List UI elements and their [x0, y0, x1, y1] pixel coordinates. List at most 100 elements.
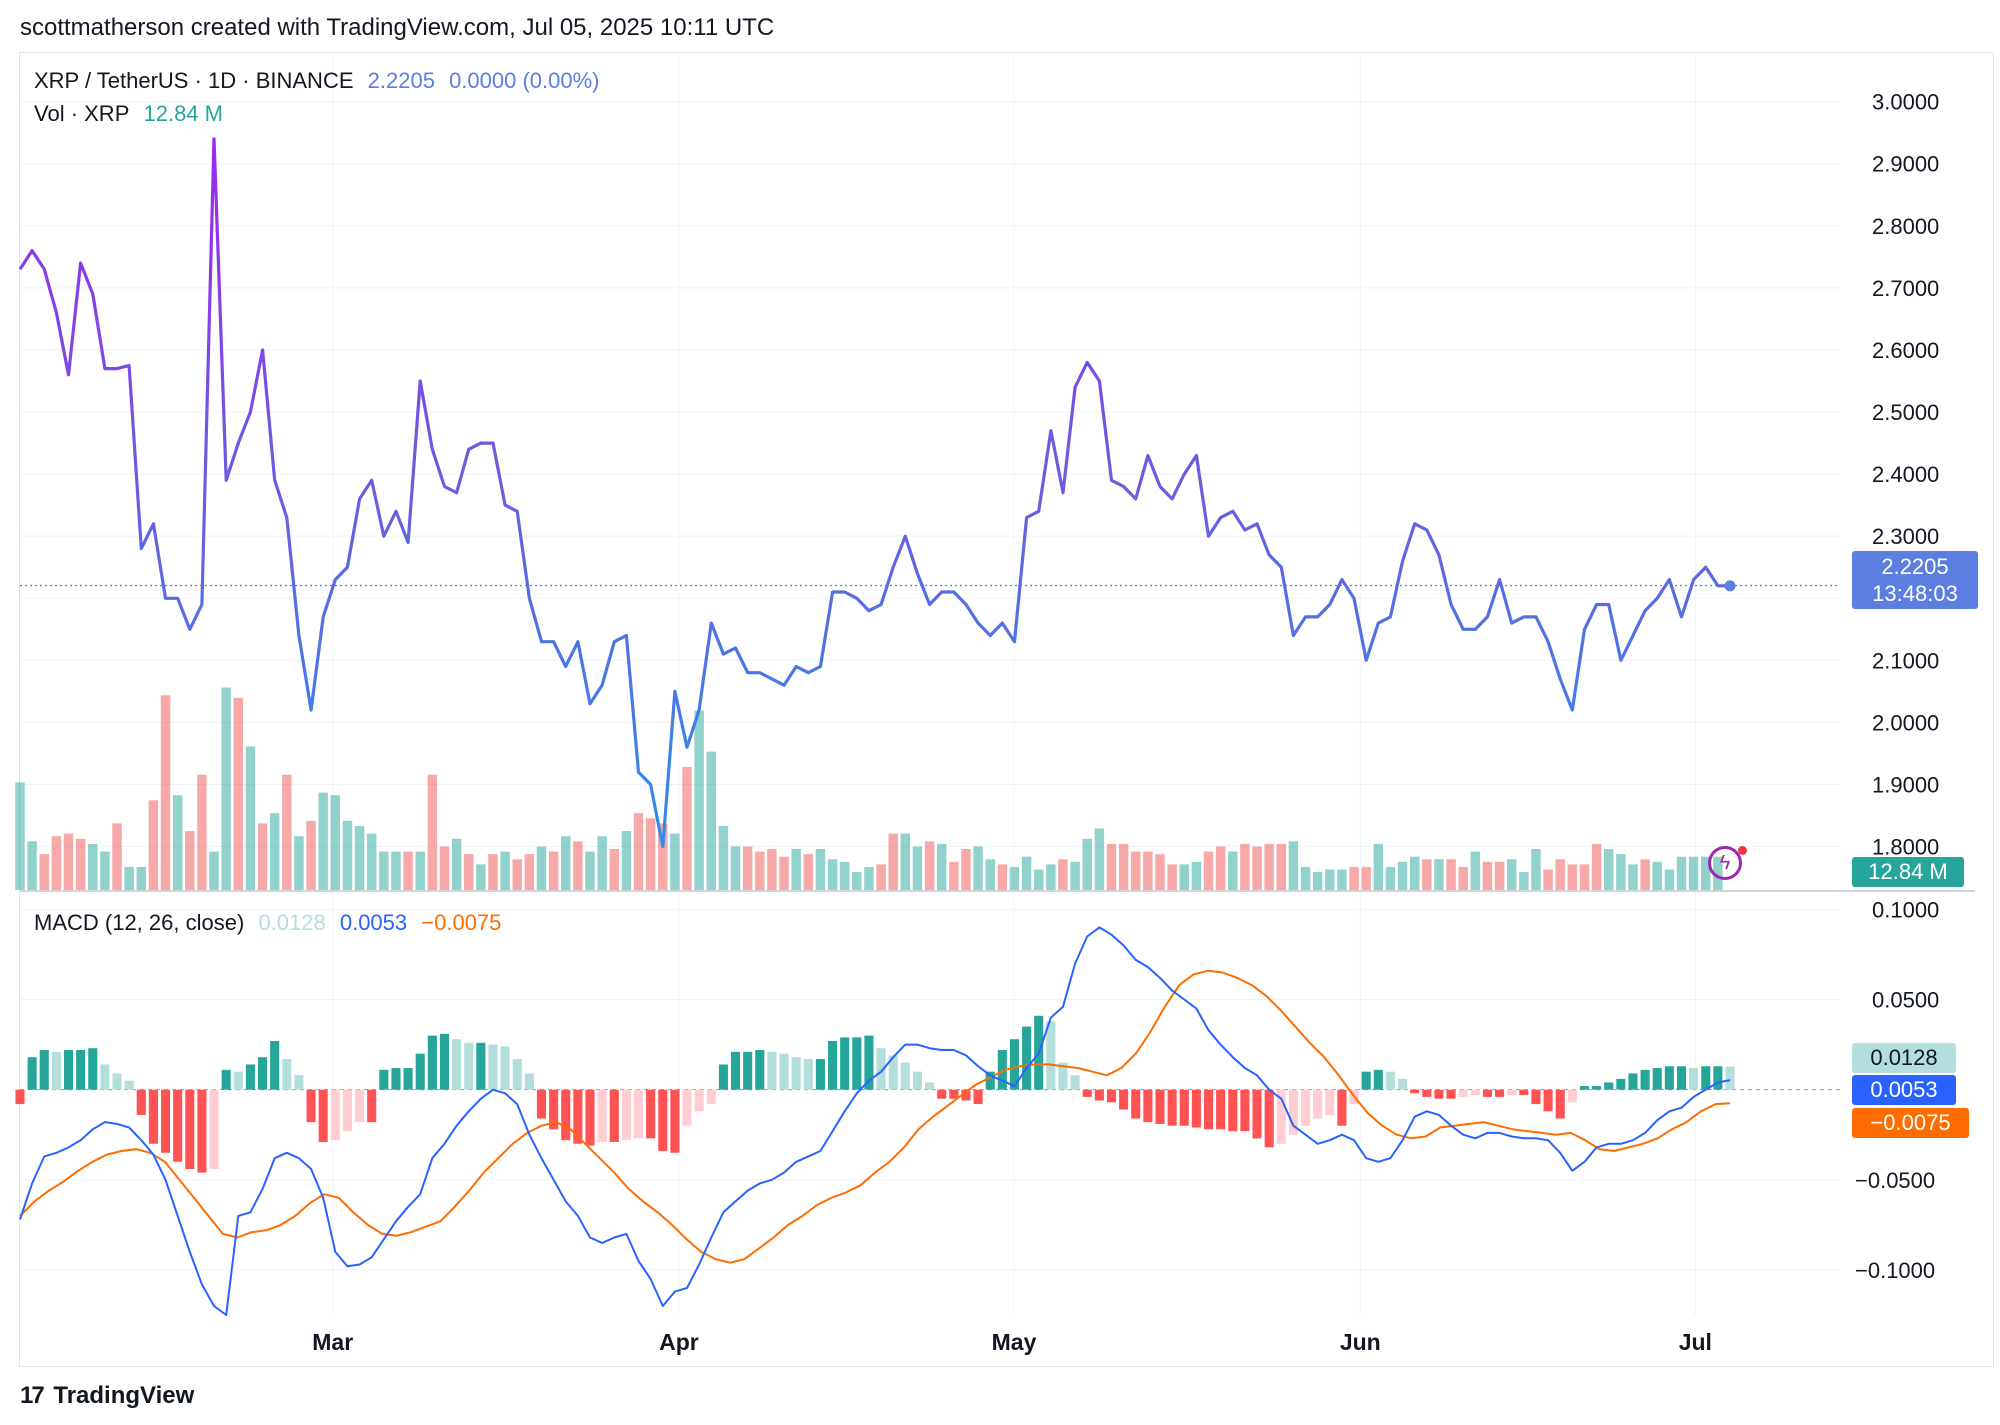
volume-bar	[827, 859, 838, 890]
volume-bar	[306, 820, 316, 890]
volume-bar	[1228, 851, 1238, 890]
volume-bar	[27, 841, 37, 890]
volume-bar	[706, 751, 717, 890]
macd-hist-bar	[937, 1089, 947, 1099]
macd-hist-bar	[1264, 1089, 1274, 1148]
price-legend[interactable]: XRP / TetherUS · 1D · BINANCE 2.2205 0.0…	[34, 68, 608, 94]
volume-bar	[1591, 843, 1602, 890]
macd-hist-bar	[767, 1051, 777, 1090]
volume-bar	[621, 831, 632, 890]
macd-hist-bar	[646, 1089, 656, 1139]
volume-value: 12.84 M	[143, 101, 224, 126]
volume-bar	[985, 859, 995, 890]
brand-name: TradingView	[53, 1382, 195, 1409]
macd-hist-bar	[961, 1089, 971, 1101]
last-price-dot	[1724, 580, 1736, 592]
macd-hist-bar	[524, 1073, 534, 1090]
volume-bar	[1167, 864, 1177, 890]
volume-bar	[1701, 856, 1711, 890]
macd-hist-bar	[561, 1089, 571, 1141]
macd-label[interactable]: MACD (12, 26, close)	[34, 910, 245, 935]
time-tick-label: Jun	[1340, 1329, 1381, 1355]
volume-bar	[1434, 859, 1444, 890]
volume-bar	[997, 864, 1008, 890]
volume-bar	[1300, 866, 1311, 890]
macd-hist-bar	[464, 1042, 474, 1090]
macd-hist-bar	[294, 1075, 304, 1090]
volume-bar	[1118, 843, 1129, 890]
macd-hist-bar	[306, 1089, 316, 1123]
price-tick-label: 1.8000	[1872, 835, 1939, 860]
symbol-label[interactable]: XRP / TetherUS · 1D · BINANCE	[34, 68, 354, 93]
volume-bar	[233, 697, 244, 890]
volume-bar	[1603, 849, 1614, 890]
volume-bar	[463, 854, 474, 890]
volume-bar	[1506, 859, 1517, 890]
macd-hist-bar	[270, 1041, 280, 1090]
volume-bar	[609, 849, 619, 890]
macd-hist-bar	[1543, 1089, 1553, 1112]
macd-hist-bar	[136, 1089, 146, 1115]
volume-bar	[718, 825, 729, 890]
macd-hist-bar	[730, 1051, 741, 1090]
volume-bar	[415, 851, 425, 890]
volume-bar	[342, 820, 353, 890]
volume-bar	[767, 849, 777, 890]
macd-hist-bar	[1216, 1089, 1226, 1130]
volume-bar	[803, 854, 814, 890]
volume-bar	[1264, 843, 1274, 890]
macd-hist-bar	[1410, 1089, 1420, 1094]
macd-axis[interactable]: 0.1000 0.0500 −0.0500 −0.1000	[1855, 897, 1939, 1283]
macd-hist-bar	[1531, 1089, 1541, 1105]
volume-bar	[1531, 849, 1541, 890]
macd-hist-bar	[1228, 1089, 1238, 1132]
time-axis[interactable]: Mar Apr May Jun Jul	[312, 1329, 1712, 1355]
price-tag: 2.2205 13:48:03	[1852, 551, 1978, 609]
macd-hist-bar	[1131, 1089, 1141, 1119]
volume-bar	[573, 841, 583, 890]
attribution: scottmatherson created with TradingView.…	[20, 14, 775, 41]
macd-hist-bar	[1555, 1089, 1565, 1119]
flash-icon[interactable]: ϟ	[1708, 846, 1742, 880]
volume-bar	[658, 823, 668, 890]
macd-hist-bar	[512, 1059, 522, 1090]
volume-bar	[1543, 869, 1553, 890]
volume-legend[interactable]: Vol · XRP 12.84 M	[34, 101, 231, 127]
tradingview-brand[interactable]: 17 TradingView	[20, 1382, 194, 1410]
volume-bar	[245, 746, 256, 890]
macd-hist-bar	[1240, 1089, 1250, 1132]
volume-bar	[670, 833, 680, 890]
volume-bars	[15, 687, 1723, 890]
macd-hist-bar	[1058, 1062, 1068, 1090]
macd-hist-bar	[209, 1089, 219, 1169]
macd-legend[interactable]: MACD (12, 26, close) 0.0128 0.0053 −0.00…	[34, 910, 509, 936]
macd-hist-bar	[1046, 1021, 1056, 1090]
macd-hist-bar	[840, 1037, 850, 1090]
chart-frame	[19, 52, 1994, 1367]
volume-bar	[500, 851, 510, 890]
macd-hist-bar	[1579, 1086, 1590, 1090]
volume-label[interactable]: Vol · XRP	[34, 101, 130, 126]
volume-bar	[973, 846, 983, 890]
volume-bar	[1567, 864, 1578, 890]
volume-bar	[1312, 872, 1323, 890]
volume-bar	[197, 774, 207, 890]
volume-bar	[63, 833, 74, 890]
macd-hist-bar	[803, 1059, 813, 1090]
macd-hist-bar	[1325, 1089, 1335, 1115]
price-tick-label: 2.3000	[1872, 524, 1939, 549]
volume-bar	[1446, 859, 1456, 890]
volume-bar	[1094, 828, 1105, 890]
volume-bar	[900, 833, 911, 890]
price-axis[interactable]: 3.0000 2.9000 2.8000 2.7000 2.6000 2.5000 2.40…	[1872, 90, 1939, 860]
volume-bar	[694, 710, 704, 890]
volume-bar	[1676, 856, 1687, 890]
price-value: 2.2205	[367, 68, 435, 93]
price-tick-label: 2.0000	[1872, 710, 1939, 735]
macd-histogram	[15, 1015, 1735, 1173]
volume-bar	[124, 866, 134, 890]
macd-hist-bar	[51, 1051, 61, 1090]
volume-bar	[488, 854, 498, 890]
macd-tick-label: −0.0500	[1855, 1168, 1935, 1193]
